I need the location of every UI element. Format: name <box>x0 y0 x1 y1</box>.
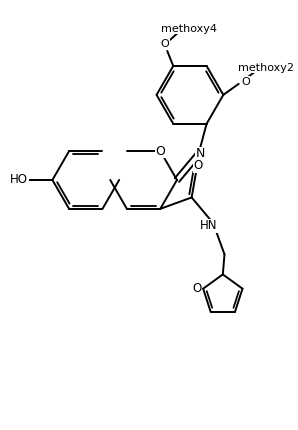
Text: O: O <box>155 144 165 157</box>
Text: methoxy4: methoxy4 <box>161 24 217 34</box>
Text: HO: HO <box>10 173 28 187</box>
Text: HN: HN <box>200 219 218 232</box>
Text: methoxy2: methoxy2 <box>238 63 294 73</box>
Text: O: O <box>193 282 202 295</box>
Text: N: N <box>195 147 205 160</box>
Text: O: O <box>241 77 250 87</box>
Text: O: O <box>161 39 169 49</box>
Text: O: O <box>194 159 203 172</box>
